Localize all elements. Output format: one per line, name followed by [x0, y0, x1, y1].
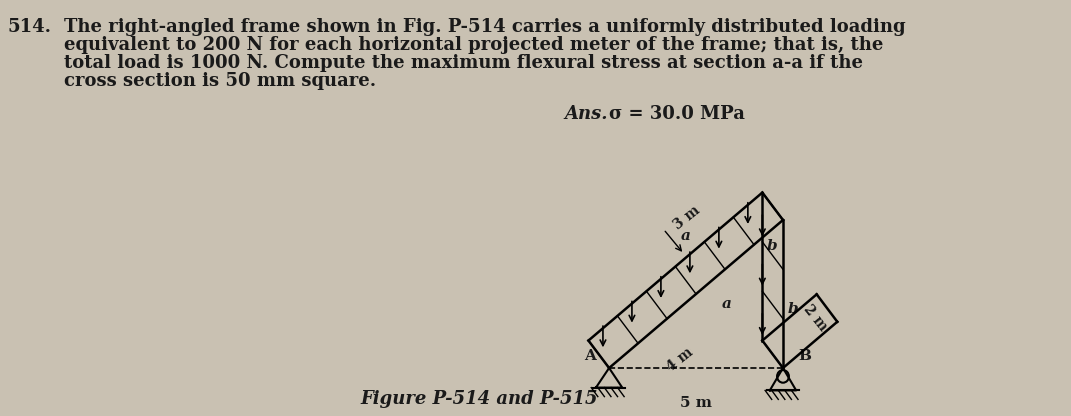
Text: 5 m: 5 m — [680, 396, 712, 410]
Text: B: B — [798, 349, 811, 363]
Text: A: A — [584, 349, 595, 363]
Text: 514.: 514. — [7, 18, 51, 36]
Text: Figure P-514 and P-515: Figure P-514 and P-515 — [361, 390, 598, 408]
Text: 2 m: 2 m — [801, 302, 830, 333]
Text: 4 m: 4 m — [664, 345, 696, 374]
Text: b: b — [787, 302, 798, 316]
Text: equivalent to 200 N for each horizontal projected meter of the frame; that is, t: equivalent to 200 N for each horizontal … — [64, 36, 884, 54]
Text: total load is 1000 N. Compute the maximum flexural stress at section a-a if the: total load is 1000 N. Compute the maximu… — [64, 54, 863, 72]
Text: b: b — [767, 238, 778, 253]
Text: 3 m: 3 m — [670, 203, 703, 233]
Text: a: a — [722, 297, 731, 311]
Text: Ans.: Ans. — [564, 105, 607, 123]
Text: a: a — [681, 229, 691, 243]
Text: cross section is 50 mm square.: cross section is 50 mm square. — [64, 72, 376, 90]
Text: σ = 30.0 MPa: σ = 30.0 MPa — [609, 105, 745, 123]
Text: The right-angled frame shown in Fig. P-514 carries a uniformly distributed loadi: The right-angled frame shown in Fig. P-5… — [64, 18, 906, 36]
